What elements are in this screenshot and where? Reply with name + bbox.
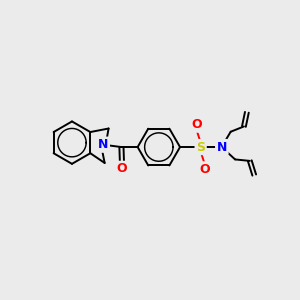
Text: N: N — [217, 141, 227, 154]
Text: O: O — [117, 162, 127, 175]
Text: O: O — [200, 163, 210, 176]
Text: S: S — [196, 141, 205, 154]
Text: N: N — [98, 138, 108, 151]
Text: O: O — [191, 118, 202, 131]
